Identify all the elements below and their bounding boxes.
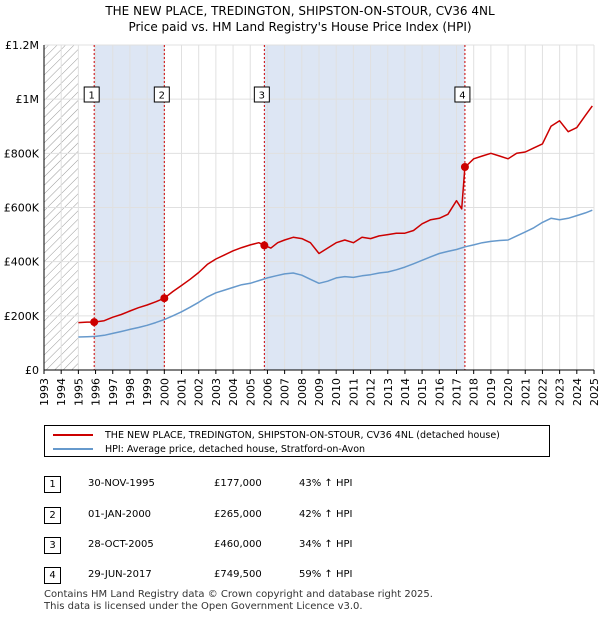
y-tick-label: £800K [4, 147, 40, 160]
legend-item-hpi: HPI: Average price, detached house, Stra… [53, 442, 365, 456]
sale-label-text: 2 [159, 91, 165, 102]
x-tick-label: 1995 [72, 378, 85, 406]
x-tick-label: 2018 [468, 378, 481, 406]
price-chart: 1 2 3 4 £0 £200K £400K £600K £800K £1M £1.2M 1993 19… [4, 39, 600, 406]
sale-label-text: 3 [259, 91, 265, 102]
y-tick-label: £0 [25, 364, 39, 377]
x-tick-label: 1998 [124, 378, 137, 406]
transaction-hpi: 42% ↑ HPI [299, 509, 353, 520]
x-tick-label: 2004 [227, 378, 240, 406]
legend-swatch-property [53, 434, 93, 436]
x-tick-label: 2016 [433, 378, 446, 406]
transaction-number: 2 [44, 507, 61, 524]
property-price-line [78, 105, 593, 324]
chart-title-line2: Price paid vs. HM Land Registry's House … [128, 20, 472, 34]
x-tick-label: 2019 [485, 378, 498, 406]
transaction-number: 3 [44, 537, 61, 554]
transaction-date: 30-NOV-1995 [88, 478, 155, 489]
x-tick-label: 1994 [55, 378, 68, 406]
legend-label-property: THE NEW PLACE, TREDINGTON, SHIPSTON-ON-S… [105, 429, 500, 441]
chart-title-line1: THE NEW PLACE, TREDINGTON, SHIPSTON-ON-S… [105, 4, 495, 18]
hpi-line [78, 209, 593, 338]
sale-label-box [454, 86, 471, 103]
x-tick-label: 1996 [90, 378, 103, 406]
transaction-date: 29-JUN-2017 [88, 569, 152, 580]
footer: Contains HM Land Registry data © Crown c… [44, 589, 433, 613]
transaction-price: £265,000 [214, 509, 262, 520]
x-tick-label: 2023 [554, 378, 567, 406]
x-tick-label: 2025 [588, 378, 600, 406]
transaction-row: 4 29-JUN-2017 £749,500 59% ↑ HPI [44, 567, 574, 585]
y-tick-label: £1M [16, 93, 40, 106]
sale-label-box [153, 86, 170, 103]
x-tick-label: 2005 [244, 378, 257, 406]
x-tick-label: 1993 [38, 378, 51, 406]
legend: THE NEW PLACE, TREDINGTON, SHIPSTON-ON-S… [44, 425, 550, 457]
y-tick-label: £200K [4, 310, 40, 323]
x-tick-label: 2012 [365, 378, 378, 406]
y-tick-label: £1.2M [5, 39, 39, 52]
x-tick-label: 2013 [382, 378, 395, 406]
transaction-hpi: 43% ↑ HPI [299, 478, 353, 489]
x-tick-label: 2009 [313, 378, 326, 406]
transaction-hpi: 59% ↑ HPI [299, 569, 353, 580]
footer-licence: This data is licensed under the Open Gov… [44, 601, 363, 612]
x-tick-label: 2010 [330, 378, 343, 406]
transaction-price: £460,000 [214, 539, 262, 550]
x-tick-label: 2003 [210, 378, 223, 406]
x-tick-label: 1997 [107, 378, 120, 406]
sale-label-box [83, 86, 100, 103]
transaction-date: 01-JAN-2000 [88, 509, 152, 520]
transaction-price: £177,000 [214, 478, 262, 489]
sale-label-text: 4 [459, 91, 465, 102]
transaction-row: 2 01-JAN-2000 £265,000 42% ↑ HPI [44, 507, 574, 525]
y-tick-label: £600K [4, 202, 40, 215]
transaction-number: 4 [44, 567, 61, 584]
transaction-row: 3 28-OCT-2005 £460,000 34% ↑ HPI [44, 537, 574, 555]
legend-label-hpi: HPI: Average price, detached house, Stra… [105, 443, 366, 455]
y-tick-label: £400K [4, 256, 40, 269]
sale-label-text: 1 [89, 91, 95, 102]
transaction-price: £749,500 [214, 569, 262, 580]
x-tick-label: 2006 [261, 378, 274, 406]
legend-item-property: THE NEW PLACE, TREDINGTON, SHIPSTON-ON-S… [53, 428, 500, 442]
transaction-hpi: 34% ↑ HPI [299, 539, 353, 550]
sale-label-box [253, 86, 270, 103]
x-tick-label: 2002 [193, 378, 206, 406]
x-tick-label: 2007 [279, 378, 292, 406]
x-tick-label: 2020 [502, 378, 515, 406]
x-tick-label: 2024 [571, 378, 584, 406]
x-tick-label: 2011 [347, 378, 360, 406]
x-tick-label: 2017 [451, 378, 464, 406]
transaction-row: 1 30-NOV-1995 £177,000 43% ↑ HPI [44, 476, 574, 494]
x-tick-label: 1999 [141, 378, 154, 406]
sale-point [460, 163, 469, 172]
transaction-date: 28-OCT-2005 [88, 539, 154, 550]
x-tick-label: 2000 [158, 378, 171, 406]
x-tick-label: 2022 [536, 378, 549, 406]
x-tick-label: 2001 [176, 378, 189, 406]
footer-copyright: Contains HM Land Registry data © Crown c… [44, 589, 433, 600]
x-tick-label: 2015 [416, 378, 429, 406]
x-tick-label: 2021 [519, 378, 532, 406]
x-tick-label: 2008 [296, 378, 309, 406]
sale-point [160, 294, 169, 303]
x-tick-label: 2014 [399, 378, 412, 406]
sale-point [90, 318, 99, 327]
legend-swatch-hpi [53, 448, 93, 450]
sale-point [260, 241, 269, 250]
transaction-number: 1 [44, 476, 61, 493]
